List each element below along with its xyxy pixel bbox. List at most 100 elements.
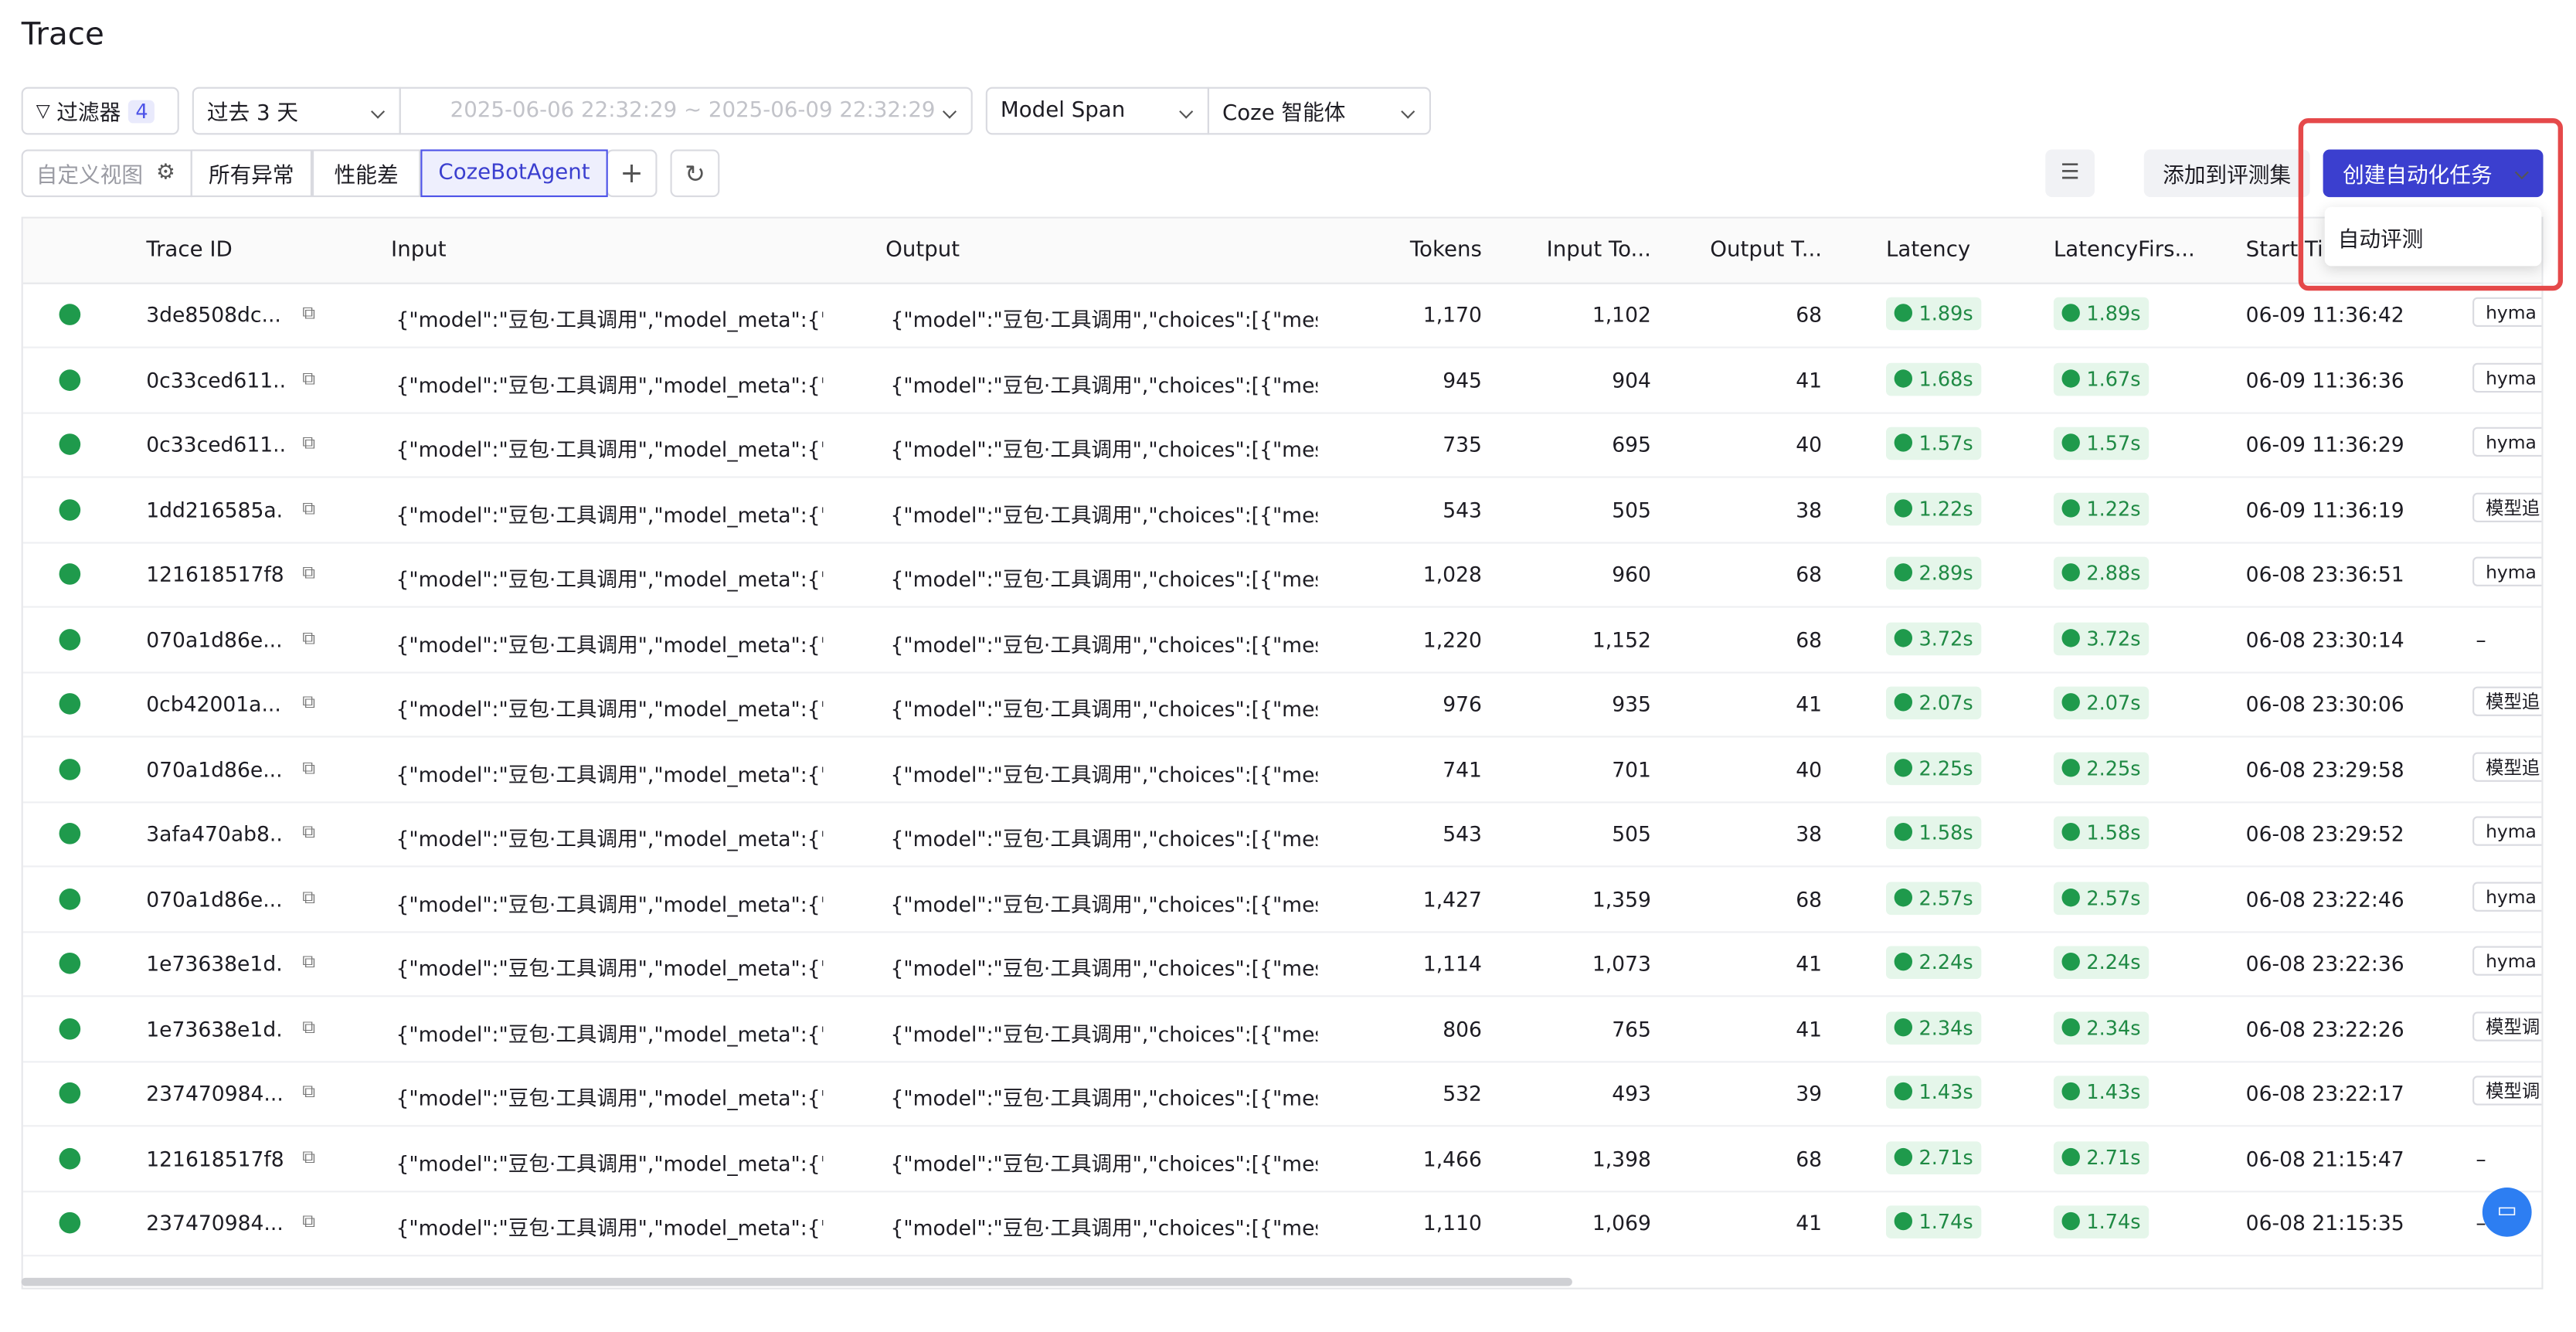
output: {"model":"豆包·工具调用","choices":[{"mes... xyxy=(890,566,1318,592)
refresh[interactable]: ↻ xyxy=(670,149,720,198)
start-time: 06-08 23:22:17 xyxy=(2245,1080,2404,1106)
output: {"model":"豆包·工具调用","choices":[{"mes... xyxy=(890,696,1318,722)
number: 1,398 xyxy=(1592,1145,1651,1171)
copy-icon[interactable]: ⧉ xyxy=(302,950,315,973)
number: 1,114 xyxy=(1422,950,1482,976)
platform-select[interactable]: Coze 智能体 xyxy=(1207,87,1432,135)
start-time: 06-08 23:22:46 xyxy=(2245,885,2404,911)
row-divider xyxy=(22,1125,2542,1127)
tag: hyma xyxy=(2472,881,2542,911)
copy-icon[interactable]: ⧉ xyxy=(302,1210,315,1232)
column-settings[interactable]: ☰ xyxy=(2045,149,2095,198)
number: 741 xyxy=(1443,756,1482,781)
copy-icon[interactable]: ⧉ xyxy=(302,1080,315,1103)
tag: – xyxy=(2476,626,2486,651)
input: {"model":"豆包·工具调用","model_meta":{"t... xyxy=(396,437,824,462)
filter-label: 过滤器 xyxy=(56,101,121,127)
row-divider xyxy=(22,346,2542,348)
latency: 2.89s xyxy=(1885,556,1982,590)
status-icon xyxy=(59,369,81,390)
row-divider xyxy=(22,541,2542,543)
chat-button[interactable]: ▭ xyxy=(2482,1187,2532,1237)
date-picker[interactable]: 2025-06-06 22:32:29 ~ 2025-06-09 22:32:2… xyxy=(399,87,973,135)
number: 41 xyxy=(1796,1015,1823,1041)
copy-icon[interactable]: ⧉ xyxy=(302,691,315,713)
number: 735 xyxy=(1443,432,1482,457)
number: 1,069 xyxy=(1592,1210,1651,1235)
trace-id: 3de8508dc... xyxy=(146,302,281,328)
trace-id: 0c33ced611... xyxy=(146,367,284,392)
add-to-eval[interactable]: 添加到评测集 xyxy=(2143,149,2310,198)
number: 68 xyxy=(1796,302,1823,328)
trace-id: 1dd216585a... xyxy=(146,497,284,522)
create-task[interactable]: 创建自动化任务 xyxy=(2323,149,2544,198)
copy-icon[interactable]: ⧉ xyxy=(302,302,315,324)
table-body: Trace ID Input Output Tokens Input To... Outp… xyxy=(22,218,2542,1288)
status-icon xyxy=(59,1017,81,1039)
tag: 模型调 xyxy=(2472,1011,2542,1041)
copy-icon[interactable]: ⧉ xyxy=(302,432,315,454)
trace-id: 121618517f8... xyxy=(146,1145,284,1171)
number: 701 xyxy=(1612,756,1651,781)
input: {"model":"豆包·工具调用","model_meta":{"t... xyxy=(396,372,824,397)
time-select[interactable]: 过去 3 天 xyxy=(192,87,401,135)
output: {"model":"豆包·工具调用","choices":[{"mes... xyxy=(890,631,1318,657)
status-icon xyxy=(59,433,81,455)
view-tab[interactable]: CozeBotAgent xyxy=(420,149,608,198)
status-icon xyxy=(59,628,81,650)
number: 1,359 xyxy=(1592,885,1651,911)
copy-icon[interactable]: ⧉ xyxy=(302,821,315,843)
number: 1,466 xyxy=(1422,1145,1482,1171)
start-time: 06-09 11:36:36 xyxy=(2245,367,2404,392)
latency: 1.43s xyxy=(1885,1075,1982,1109)
copy-icon[interactable]: ⧉ xyxy=(302,756,315,778)
dropdown-item[interactable]: 自动评测 xyxy=(2337,228,2424,253)
input: {"model":"豆包·工具调用","model_meta":{"t... xyxy=(396,566,824,592)
copy-icon[interactable]: ⧉ xyxy=(302,1015,315,1038)
number: 41 xyxy=(1796,950,1823,976)
add-view[interactable]: + xyxy=(606,149,658,198)
number: 1,170 xyxy=(1422,302,1482,328)
span-select[interactable]: Model Span xyxy=(985,87,1209,135)
number: 904 xyxy=(1612,367,1651,392)
start-time: 06-08 21:15:47 xyxy=(2245,1145,2404,1171)
number: 945 xyxy=(1443,367,1482,392)
copy-icon[interactable]: ⧉ xyxy=(302,1145,315,1167)
latency-first: 1.74s xyxy=(2053,1205,2149,1239)
custom-view[interactable]: 自定义视图 ⚙ xyxy=(21,149,192,198)
trace-id: 070a1d86e... xyxy=(146,756,283,781)
output: {"model":"豆包·工具调用","choices":[{"mes... xyxy=(890,1021,1318,1046)
view-tab[interactable]: 所有异常 xyxy=(190,149,312,198)
copy-icon[interactable]: ⧉ xyxy=(302,885,315,908)
number: 38 xyxy=(1796,821,1823,846)
row-divider xyxy=(22,1060,2542,1062)
copy-icon[interactable]: ⧉ xyxy=(302,626,315,648)
filter-count: 4 xyxy=(128,99,155,123)
input: {"model":"豆包·工具调用","model_meta":{"t... xyxy=(396,891,824,916)
column-header: LatencyFirs... xyxy=(2053,238,2195,263)
number: 40 xyxy=(1796,756,1823,781)
number: 505 xyxy=(1612,821,1651,846)
number: 1,073 xyxy=(1592,950,1651,976)
start-time: 06-09 11:36:29 xyxy=(2245,432,2404,457)
copy-icon[interactable]: ⧉ xyxy=(302,367,315,389)
status-icon xyxy=(59,952,81,974)
latency-first: 2.71s xyxy=(2053,1140,2149,1174)
filter-button[interactable]: ▽ 过滤器 4 xyxy=(21,87,179,135)
row-divider xyxy=(22,671,2542,673)
tag: hyma xyxy=(2472,297,2542,328)
tag: hyma xyxy=(2472,426,2542,457)
status-icon xyxy=(59,823,81,844)
tag: 模型调 xyxy=(2472,1075,2542,1106)
copy-icon[interactable]: ⧉ xyxy=(302,562,315,583)
number: 543 xyxy=(1443,821,1482,846)
trace-id: 070a1d86e... xyxy=(146,626,283,651)
output: {"model":"豆包·工具调用","choices":[{"mes... xyxy=(890,1086,1318,1111)
latency-first: 2.88s xyxy=(2053,556,2149,590)
view-tab[interactable]: 性能差 xyxy=(311,149,421,198)
number: 41 xyxy=(1796,1210,1823,1235)
table: Trace ID Input Output Tokens Input To... Outp… xyxy=(21,216,2544,1290)
copy-icon[interactable]: ⧉ xyxy=(302,497,315,518)
latency: 2.71s xyxy=(1885,1140,1982,1174)
row-divider xyxy=(22,606,2542,608)
